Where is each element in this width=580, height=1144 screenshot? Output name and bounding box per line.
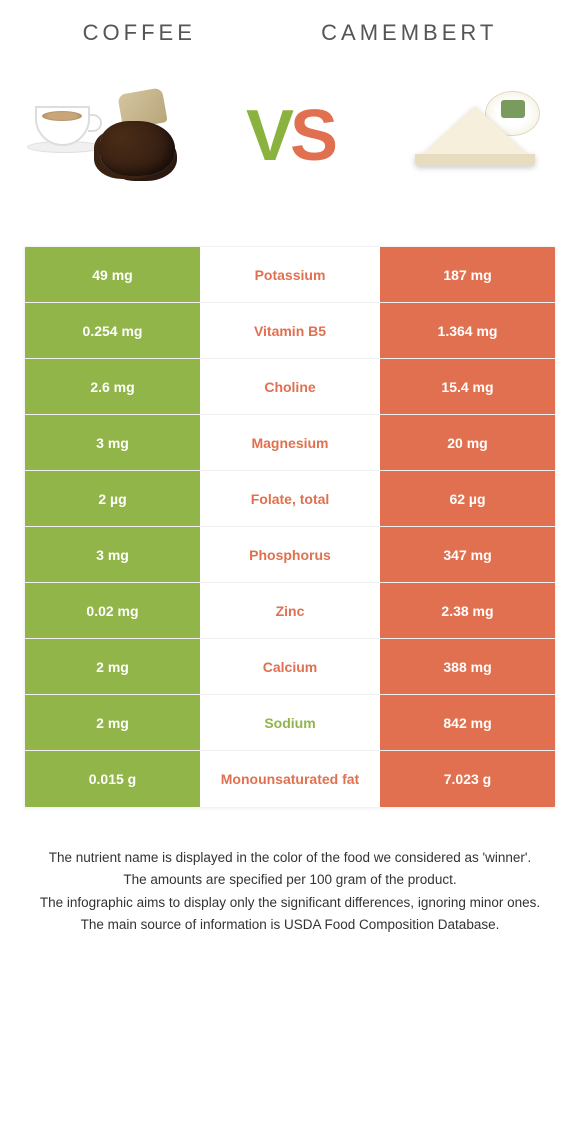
left-value: 3 mg [25,415,200,470]
right-value: 7.023 g [380,751,555,807]
left-value: 2.6 mg [25,359,200,414]
footer-line-2: The amounts are specified per 100 gram o… [30,870,550,890]
left-value: 2 µg [25,471,200,526]
left-value: 0.254 mg [25,303,200,358]
hero-row: VS [30,76,550,196]
table-row: 49 mgPotassium187 mg [25,247,555,303]
right-value: 20 mg [380,415,555,470]
left-value: 49 mg [25,247,200,302]
left-value: 2 mg [25,695,200,750]
camembert-image [400,86,550,186]
nutrient-name: Magnesium [200,415,380,470]
nutrient-table: 49 mgPotassium187 mg0.254 mgVitamin B51.… [24,246,556,808]
footer-notes: The nutrient name is displayed in the co… [20,848,560,935]
nutrient-name: Choline [200,359,380,414]
table-row: 2 mgCalcium388 mg [25,639,555,695]
right-value: 187 mg [380,247,555,302]
right-value: 2.38 mg [380,583,555,638]
vs-s-letter: S [290,96,334,176]
vs-v-letter: V [246,96,290,176]
footer-line-4: The main source of information is USDA F… [30,915,550,935]
left-value: 2 mg [25,639,200,694]
vs-label: VS [246,100,334,172]
nutrient-name: Vitamin B5 [200,303,380,358]
right-food-title: CAMEMBERT [321,20,497,46]
footer-line-1: The nutrient name is displayed in the co… [30,848,550,868]
footer-line-3: The infographic aims to display only the… [30,893,550,913]
left-value: 0.02 mg [25,583,200,638]
nutrient-name: Sodium [200,695,380,750]
table-row: 0.254 mgVitamin B51.364 mg [25,303,555,359]
table-row: 3 mgMagnesium20 mg [25,415,555,471]
nutrient-name: Folate, total [200,471,380,526]
right-value: 62 µg [380,471,555,526]
nutrient-name: Phosphorus [200,527,380,582]
nutrient-name: Zinc [200,583,380,638]
nutrient-name: Calcium [200,639,380,694]
table-row: 2.6 mgCholine15.4 mg [25,359,555,415]
right-value: 388 mg [380,639,555,694]
table-row: 2 µgFolate, total62 µg [25,471,555,527]
coffee-image [30,86,180,186]
right-value: 842 mg [380,695,555,750]
nutrient-name: Monounsaturated fat [200,751,380,807]
table-row: 0.02 mgZinc2.38 mg [25,583,555,639]
left-food-title: COFFEE [83,20,196,46]
table-row: 2 mgSodium842 mg [25,695,555,751]
nutrient-name: Potassium [200,247,380,302]
left-value: 0.015 g [25,751,200,807]
right-value: 1.364 mg [380,303,555,358]
right-value: 347 mg [380,527,555,582]
left-value: 3 mg [25,527,200,582]
table-row: 3 mgPhosphorus347 mg [25,527,555,583]
table-row: 0.015 gMonounsaturated fat7.023 g [25,751,555,807]
right-value: 15.4 mg [380,359,555,414]
header: COFFEE CAMEMBERT [20,20,560,46]
